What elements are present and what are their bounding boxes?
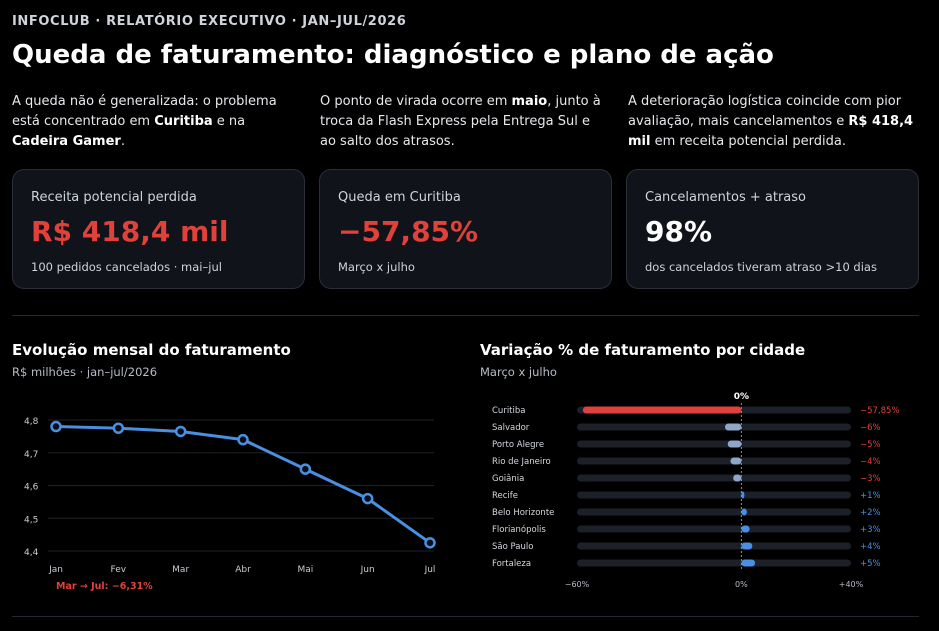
x-tick-label: Jan	[48, 565, 63, 575]
x-tick-label: +40%	[839, 580, 864, 589]
bar-chart: 0% Curitiba −57,85% Salvador −6% Porto Alegre…	[492, 392, 900, 589]
kpi-sub: Março x julho	[338, 260, 415, 274]
intro-run: A queda não é generalizada: o problema e…	[12, 94, 277, 129]
chart-annotation: Mar → Jul: −6,31%	[56, 581, 153, 592]
bar-track	[577, 474, 851, 482]
intro-text-3: A deterioração logística coincide com pi…	[628, 92, 923, 152]
data-point	[237, 433, 249, 446]
bar	[741, 525, 750, 533]
x-tick-label: Abr	[235, 565, 251, 575]
data-point	[112, 422, 125, 434]
bar	[582, 406, 742, 414]
city-label: Salvador	[492, 423, 530, 433]
y-tick-label: 4,7	[24, 450, 38, 460]
bar-chart-title: Variação % de faturamento por cidade	[480, 341, 806, 359]
intro-highlight: maio	[511, 94, 548, 109]
value-label: −57,85%	[860, 406, 900, 416]
zero-label: 0%	[734, 392, 749, 402]
value-label: −5%	[860, 440, 881, 450]
city-label: Curitiba	[492, 406, 525, 416]
intro-run: A deterioração logística coincide com pi…	[628, 94, 902, 129]
intro-run: O ponto de virada ocorre em	[320, 94, 512, 109]
city-label: Recife	[492, 491, 518, 501]
bar	[730, 457, 742, 465]
data-point	[361, 492, 374, 505]
y-tick-label: 4,5	[24, 515, 38, 525]
intro-text-2: O ponto de virada ocorre em maio, junto …	[320, 92, 605, 152]
bar	[733, 474, 742, 482]
y-tick-label: 4,8	[24, 417, 39, 427]
bar	[741, 491, 745, 499]
x-tick-label: Fev	[111, 565, 127, 575]
value-label: −6%	[860, 423, 881, 433]
data-point	[174, 425, 187, 438]
bar-track	[577, 508, 851, 516]
x-tick-label: Jun	[360, 565, 375, 575]
report-eyebrow: INFOCLUB · RELATÓRIO EXECUTIVO · JAN–JUL…	[12, 14, 407, 29]
bar-track	[577, 440, 851, 448]
section-divider	[12, 315, 919, 316]
value-label: −3%	[860, 474, 881, 484]
kpi-card-cancellations: Cancelamentos + atraso 98% dos cancelado…	[626, 169, 919, 289]
city-label: Fortaleza	[492, 559, 531, 569]
value-label: +2%	[860, 508, 881, 518]
city-label: Belo Horizonte	[492, 508, 554, 518]
bar	[724, 423, 742, 431]
bar-track	[577, 491, 851, 499]
kpi-value: −57,85%	[338, 215, 479, 248]
value-label: −4%	[860, 457, 881, 467]
line-chart: 4,4 4,5 4,6 4,7 4,8 Jan Fev Mar Abr Mai Jun Jul Mar …	[24, 417, 436, 592]
kpi-card-curitiba-drop: Queda em Curitiba −57,85% Março x julho	[319, 169, 612, 289]
city-label: Goiânia	[492, 474, 524, 484]
line-chart-subtitle: R$ milhões · jan–jul/2026	[12, 365, 158, 379]
x-tick-label: Jul	[424, 565, 436, 575]
bar-track	[577, 457, 851, 465]
kpi-value: 98%	[645, 215, 713, 248]
city-label: Porto Alegre	[492, 440, 544, 450]
intro-run: , junto à troca da Flash Express pela En…	[320, 94, 601, 149]
kpi-card-lost-revenue: Receita potencial perdida R$ 418,4 mil 1…	[12, 169, 305, 289]
bar	[741, 542, 753, 550]
intro-run: .	[120, 134, 125, 149]
intro-highlight: Curitiba	[154, 114, 213, 129]
kpi-label: Receita potencial perdida	[31, 190, 197, 205]
bar-track	[577, 542, 851, 550]
x-tick-label: −60%	[565, 580, 590, 589]
bar-track	[577, 423, 851, 431]
bottom-divider	[12, 616, 919, 617]
line-chart-title: Evolução mensal do faturamento	[12, 341, 291, 359]
kpi-sub: dos cancelados tiveram atraso >10 dias	[645, 260, 877, 274]
value-label: +3%	[860, 525, 881, 535]
bar-track	[577, 559, 851, 567]
city-label: Florianópolis	[492, 524, 546, 535]
intro-run: e na	[212, 114, 246, 129]
page-title: Queda de faturamento: diagnóstico e plan…	[12, 40, 774, 70]
x-tick-label: 0%	[735, 580, 748, 589]
city-label: São Paulo	[492, 542, 533, 552]
kpi-label: Cancelamentos + atraso	[645, 190, 806, 205]
kpi-label: Queda em Curitiba	[338, 190, 461, 205]
intro-highlight: R$ 418,4 mil	[628, 114, 914, 149]
bar-track	[577, 525, 851, 533]
value-label: +1%	[860, 491, 881, 501]
intro-text-1: A queda não é generalizada: o problema e…	[12, 92, 297, 152]
data-point	[50, 420, 62, 433]
value-label: +4%	[860, 542, 881, 552]
data-point	[299, 463, 312, 475]
intro-run: em receita potencial perdida.	[650, 134, 846, 149]
kpi-sub: 100 pedidos cancelados · mai–jul	[31, 260, 222, 274]
city-label: Rio de Janeiro	[492, 457, 551, 467]
bar-chart-subtitle: Março x julho	[480, 365, 557, 379]
x-tick-label: Mar	[172, 565, 189, 575]
bar	[741, 559, 756, 567]
intro-highlight: Cadeira Gamer	[12, 134, 121, 149]
y-tick-label: 4,4	[24, 548, 39, 558]
bar	[741, 508, 747, 516]
y-tick-label: 4,6	[24, 483, 39, 493]
x-tick-label: Mai	[297, 565, 313, 575]
data-point	[424, 537, 436, 549]
kpi-value: R$ 418,4 mil	[31, 215, 229, 248]
value-label: +5%	[860, 559, 881, 569]
bar	[727, 440, 742, 448]
